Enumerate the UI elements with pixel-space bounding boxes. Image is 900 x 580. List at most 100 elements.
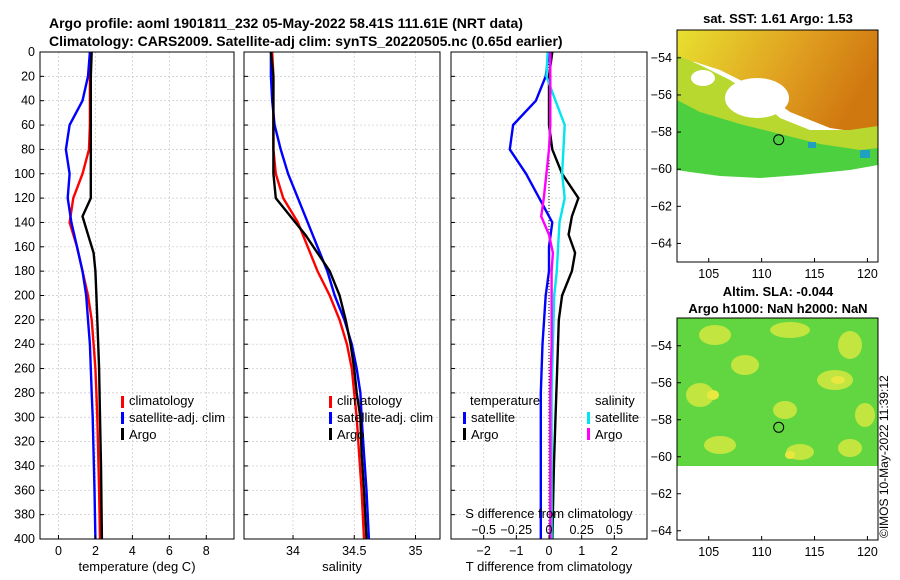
legend-label-satellite-adj: satellite-adj. clim — [337, 410, 433, 425]
map-x-tick-label: 105 — [698, 545, 719, 559]
legend-label-argo: Argo — [337, 427, 364, 442]
x-tick-label: 8 — [203, 544, 210, 558]
x-tick-label: 2 — [92, 544, 99, 558]
sla-map-title-line-2: Argo h1000: NaN h2000: NaN — [688, 301, 867, 316]
s-diff-tick-label: 0.25 — [569, 523, 593, 537]
s-diff-tick-label: 0.5 — [606, 523, 623, 537]
depth-tick-label: 400 — [14, 532, 35, 546]
map-x-tick-label: 115 — [805, 267, 825, 281]
legend-title-salinity: salinity — [595, 393, 635, 408]
legend-swatch-sal-satellite — [587, 412, 590, 424]
depth-tick-label: 160 — [14, 240, 35, 254]
salinity-series — [269, 51, 371, 540]
x-tick-label: 34.5 — [342, 544, 366, 558]
imos-credit: ©IMOS 10-May-2022 11:39:12 — [877, 375, 891, 538]
x-tick-label: 4 — [129, 544, 136, 558]
map-y-tick-label: −54 — [651, 339, 672, 353]
depth-tick-label: 380 — [14, 508, 35, 522]
map-y-tick-label: −58 — [651, 125, 672, 139]
depth-tick-label: 80 — [21, 142, 35, 156]
x-tick-label: 1 — [578, 544, 585, 558]
legend-swatch-temp-argo — [463, 428, 466, 440]
temperature-ticks: 0 2 4 6 8 — [40, 51, 210, 558]
depth-tick-label: 260 — [14, 362, 35, 376]
salinity-panel: 34 34.5 35 salinity climatology satellite-… — [243, 51, 441, 574]
s-diff-tick-label: −0.25 — [501, 523, 533, 537]
series-line-argo — [269, 51, 368, 540]
legend-swatch-satellite-adj — [121, 412, 124, 424]
legend-label-satellite-adj: satellite-adj. clim — [129, 410, 225, 425]
map-x-tick-label: 110 — [752, 267, 772, 281]
depth-tick-label: 240 — [14, 337, 35, 351]
difference-legend: temperature salinity satellite Argo sate… — [463, 393, 639, 442]
series-line-satellite-adj-clim — [64, 51, 97, 540]
map-y-tick-label: −60 — [651, 162, 672, 176]
sla-argo-location-marker — [773, 421, 785, 433]
depth-tick-label: 0 — [28, 45, 35, 59]
temperature-legend: climatology satellite-adj. clim Argo — [121, 393, 225, 442]
x-tick-label: 0 — [55, 544, 62, 558]
difference-series — [508, 51, 580, 540]
t-difference-xlabel: T difference from climatology — [466, 559, 633, 574]
x-tick-label: −2 — [477, 544, 491, 558]
sla-map-title-line-1: Altim. SLA: -0.044 — [723, 284, 834, 299]
map-y-tick-label: −54 — [651, 51, 672, 65]
depth-tick-label: 20 — [21, 69, 35, 83]
x-tick-label: 6 — [166, 544, 173, 558]
depth-tick-label: 280 — [14, 386, 35, 400]
legend-swatch-argo — [121, 428, 124, 440]
s-difference-ticks: −0.5 −0.25 0 0.25 0.5 — [471, 523, 623, 537]
series-line-argo — [81, 51, 104, 540]
legend-swatch-climatology — [329, 396, 332, 408]
map-x-tick-label: 115 — [805, 545, 825, 559]
x-tick-label: 0 — [546, 544, 553, 558]
s-diff-tick-label: 0 — [546, 523, 553, 537]
depth-tick-label: 180 — [14, 264, 35, 278]
figure-title-line-1: Argo profile: aoml 1901811_232 05-May-20… — [49, 15, 523, 31]
map-x-tick-label: 120 — [857, 545, 878, 559]
depth-tick-label: 220 — [14, 313, 35, 327]
t-difference-ticks: −2 −1 0 1 2 — [451, 51, 618, 558]
sla-map-panel: Altim. SLA: -0.044 Argo h1000: NaN h2000… — [651, 284, 879, 559]
map-x-tick-label: 105 — [698, 267, 719, 281]
salinity-xlabel: salinity — [322, 559, 362, 574]
map-y-tick-label: −64 — [651, 524, 672, 538]
s-difference-xlabel: S difference from climatology — [465, 506, 633, 521]
sst-argo-location-marker — [773, 134, 785, 146]
sst-map-ticks: 105 110 115 120 −54 −56 −58 −60 −62 −64 — [651, 51, 878, 281]
depth-tick-label: 200 — [14, 289, 35, 303]
sla-map-ticks: 105 110 115 120 −54 −56 −58 −60 −62 −64 — [651, 339, 878, 559]
series-line-salinity-satellite — [545, 51, 566, 539]
sst-map-title: sat. SST: 1.61 Argo: 1.53 — [703, 11, 853, 26]
depth-tick-label: 120 — [14, 191, 35, 205]
temperature-grid — [40, 51, 234, 540]
x-tick-label: −1 — [509, 544, 523, 558]
figure-title-line-2: Climatology: CARS2009. Satellite-adj cli… — [49, 33, 563, 49]
map-y-tick-label: −64 — [651, 236, 672, 250]
series-line-temperature-satellite — [508, 51, 554, 539]
temperature-panel: 0 2 4 6 8 0 20 40 60 80 100 120 140 160 180 200 220 240 2… — [14, 45, 235, 574]
map-x-tick-label: 110 — [752, 545, 772, 559]
legend-label-temp-satellite: satellite — [471, 410, 515, 425]
map-y-tick-label: −56 — [651, 88, 672, 102]
depth-tick-label: 340 — [14, 459, 35, 473]
series-line-temperature-argo — [547, 51, 580, 540]
depth-tick-label: 140 — [14, 215, 35, 229]
temperature-xlabel: temperature (deg C) — [78, 559, 195, 574]
legend-swatch-satellite-adj — [329, 412, 332, 424]
sst-map-image — [677, 30, 878, 262]
map-y-tick-label: −56 — [651, 376, 672, 390]
map-y-tick-label: −62 — [651, 199, 672, 213]
legend-swatch-climatology — [121, 396, 124, 408]
sst-map-panel: sat. SST: 1.61 Argo: 1.53 105 110 115 120 −5… — [651, 11, 879, 281]
series-line-salinity-argo — [540, 52, 555, 539]
s-diff-tick-label: −0.5 — [471, 523, 496, 537]
depth-tick-labels: 0 20 40 60 80 100 120 140 160 180 200 220 240 260 280 3… — [14, 45, 35, 546]
legend-label-temp-argo: Argo — [471, 427, 498, 442]
depth-tick-label: 40 — [21, 94, 35, 108]
sla-map-image — [677, 318, 878, 540]
depth-tick-label: 320 — [14, 435, 35, 449]
depth-tick-label: 100 — [14, 167, 35, 181]
legend-title-temperature: temperature — [470, 393, 540, 408]
